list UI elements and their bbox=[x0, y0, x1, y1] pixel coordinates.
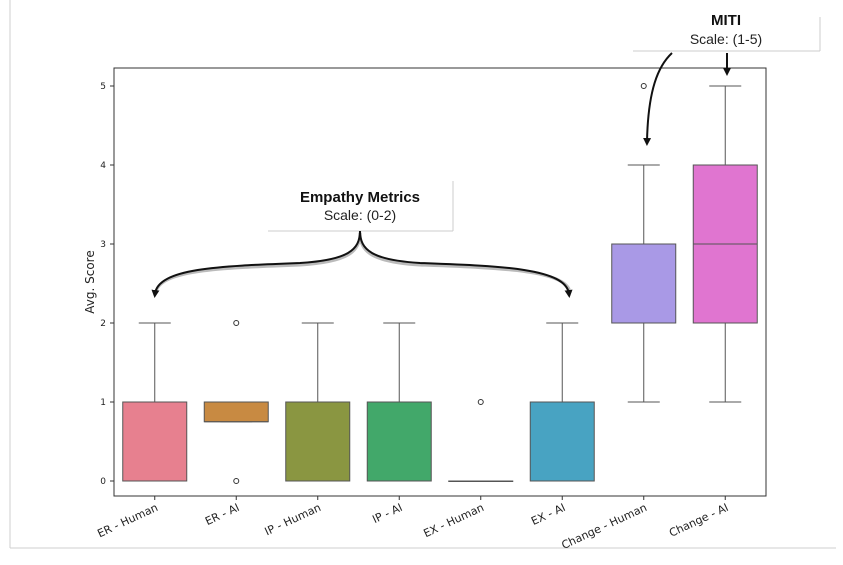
outlier-point-ex-human bbox=[477, 399, 484, 405]
x-tick-label-change-ai: Change - AI bbox=[667, 501, 730, 540]
y-tick-label: 1 bbox=[100, 398, 106, 408]
x-tick-label-er-human: ER - Human bbox=[95, 501, 160, 540]
miti-annotation-subtitle: Scale: (1-5) bbox=[690, 31, 762, 47]
outlier-point-er-ai bbox=[233, 478, 240, 484]
outlier-point-change-human bbox=[640, 83, 647, 89]
box-er-human bbox=[122, 401, 188, 482]
y-axis-label: Avg. Score bbox=[83, 250, 97, 313]
x-tick-label-ip-human: IP - Human bbox=[263, 501, 323, 538]
box-change-human bbox=[611, 243, 677, 324]
empathy-brace-right-shadow bbox=[358, 232, 572, 293]
empathy-brace-left-shadow bbox=[154, 232, 362, 293]
box-er-ai bbox=[203, 401, 269, 423]
plot-area: 0 1 2 3 4 5 ER - Human ER - AI IP - Human IP - AI… bbox=[95, 82, 758, 552]
box-ip-ai bbox=[366, 401, 432, 482]
outlier-point-er-ai bbox=[233, 320, 240, 326]
x-tick-label-ex-human: EX - Human bbox=[422, 501, 487, 540]
y-tick-label: 3 bbox=[100, 240, 106, 250]
miti-arrow-left bbox=[643, 52, 673, 146]
empathy-arrow-left bbox=[151, 230, 361, 298]
y-tick-label: 4 bbox=[100, 161, 106, 171]
x-tick-label-ex-ai: EX - AI bbox=[529, 501, 567, 528]
axes-frame bbox=[113, 67, 767, 497]
miti-annotation: MITI Scale: (1-5) bbox=[633, 12, 821, 146]
box-ip-human bbox=[285, 401, 351, 482]
y-tick-label: 5 bbox=[100, 82, 106, 92]
miti-annotation-title: MITI bbox=[711, 12, 741, 29]
empathy-annotation-subtitle: Scale: (0-2) bbox=[324, 207, 396, 223]
empathy-annotation-title: Empathy Metrics bbox=[300, 189, 420, 206]
x-tick-label-change-human: Change - Human bbox=[559, 501, 649, 552]
box-ex-ai bbox=[529, 401, 595, 482]
empathy-arrow-right bbox=[359, 230, 573, 298]
x-tick-label-er-ai: ER - AI bbox=[203, 501, 241, 528]
empathy-annotation: Empathy Metrics Scale: (0-2) bbox=[151, 181, 573, 298]
x-tick-label-ip-ai: IP - AI bbox=[370, 501, 404, 526]
y-tick-label: 2 bbox=[100, 319, 106, 329]
y-tick-label: 0 bbox=[100, 477, 106, 487]
